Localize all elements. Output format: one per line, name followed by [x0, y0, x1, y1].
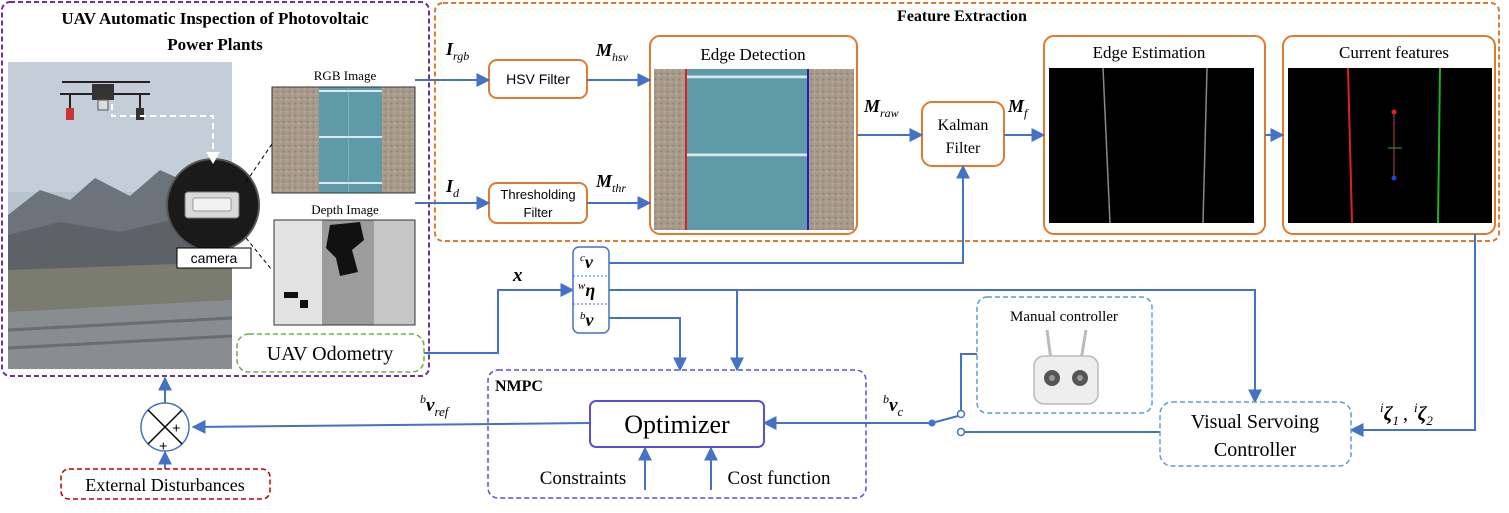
svg-text:Irgb: Irgb — [445, 39, 469, 63]
summer-plus-right: + — [172, 421, 181, 437]
edge-estimation-image — [1049, 67, 1254, 224]
svg-text:Mf: Mf — [1007, 96, 1029, 120]
feature-extraction-panel: Feature Extraction HSV Filter Thresholdi… — [434, 2, 1500, 242]
thresholding-label-line2: Filter — [524, 205, 554, 220]
zeta2-symbol: ζ — [1418, 403, 1428, 425]
m-raw-symbol: M — [863, 96, 881, 116]
c-sup: c — [580, 252, 585, 264]
depth-image-label: Depth Image — [311, 202, 379, 217]
edge-estimation-title: Edge Estimation — [1093, 43, 1206, 62]
arrows — [158, 73, 1476, 490]
c-nu: ν — [585, 252, 594, 272]
svg-text:wη: wη — [578, 280, 595, 300]
visual-servoing-box — [1159, 401, 1352, 467]
rgb-image-label: RGB Image — [314, 68, 377, 83]
i-rgb-sub: rgb — [453, 49, 469, 63]
i-d-symbol: I — [445, 176, 454, 196]
disturbances-box — [60, 468, 271, 500]
visual-servoing-line2: Controller — [1214, 439, 1297, 461]
m-f-sub: f — [1024, 106, 1029, 120]
cost-function-label: Cost function — [728, 468, 831, 489]
camera-closeup — [166, 158, 260, 252]
m-thr-sub: thr — [612, 181, 626, 195]
m-hsv-symbol: M — [595, 40, 613, 60]
manual-controller-panel: Manual controller — [976, 296, 1153, 414]
svg-text:Mthr: Mthr — [595, 171, 626, 195]
camera-label-box — [176, 247, 252, 269]
camera-label: camera — [191, 250, 238, 266]
nmpc-title: NMPC — [495, 378, 543, 395]
uav-panel: UAV Automatic Inspection of Photovoltaic… — [1, 1, 430, 377]
svg-text:bνc: bνc — [883, 392, 903, 419]
svg-text:Id: Id — [445, 176, 460, 200]
visual-servoing-line1: Visual Servoing — [1191, 411, 1319, 433]
zeta1-sup: i — [1380, 400, 1384, 415]
thresholding-label-line1: Thresholding — [500, 187, 575, 202]
summer-plus-bottom: + — [159, 439, 168, 455]
i-d-sub: d — [453, 186, 460, 200]
zeta1-symbol: ζ — [1384, 403, 1394, 425]
uav-panel-title-line2: Power Plants — [167, 35, 263, 54]
svg-text:cν: cν — [580, 252, 594, 272]
drone-icon — [60, 81, 150, 120]
feature-extraction-title: Feature Extraction — [897, 8, 1027, 25]
nmpc-panel: NMPC Optimizer Constraints Cost function — [487, 369, 867, 499]
nu-ref-symbol: ν — [426, 395, 435, 416]
w-eta: η — [585, 280, 595, 300]
svg-text:bν: bν — [580, 310, 595, 330]
kalman-label-line2: Filter — [946, 140, 981, 157]
optimizer-label: Optimizer — [624, 410, 730, 439]
nu-ref-sup: b — [420, 392, 426, 406]
svg-text:bνref: bνref — [420, 392, 451, 419]
current-features-image — [1288, 67, 1492, 224]
depth-image — [273, 219, 416, 326]
disturbances-label: External Disturbances — [85, 475, 244, 495]
nu-c-symbol: ν — [889, 395, 898, 416]
optimizer-box — [589, 400, 765, 448]
zeta2-sub: 2 — [1426, 413, 1433, 428]
manual-controller-label: Manual controller — [1010, 309, 1118, 325]
i-rgb-symbol: I — [445, 39, 454, 59]
remote-controller-icon — [1033, 329, 1099, 405]
b-nu: ν — [586, 310, 595, 330]
hsv-filter-label: HSV Filter — [506, 71, 570, 87]
m-f-symbol: M — [1007, 96, 1025, 116]
rgb-image — [271, 86, 416, 194]
current-features-title: Current features — [1339, 43, 1449, 62]
m-raw-sub: raw — [880, 106, 899, 120]
drone-photo: camera — [7, 62, 260, 369]
odometry-box — [236, 333, 425, 373]
edge-detection-title: Edge Detection — [700, 45, 806, 64]
kalman-label-line1: Kalman — [938, 117, 989, 134]
b-sup: b — [580, 310, 586, 322]
state-vector: cν wη bν — [572, 246, 610, 334]
nu-c-sub: c — [897, 404, 903, 419]
summing-junction: + + — [140, 402, 190, 455]
svg-text:Mhsv: Mhsv — [595, 40, 629, 64]
uav-panel-title-line1: UAV Automatic Inspection of Photovoltaic — [61, 9, 369, 28]
x-symbol: x — [512, 265, 523, 286]
w-sup: w — [578, 280, 586, 292]
svg-text:iζ1,iζ2: iζ1, iζ2 — [1380, 400, 1433, 428]
zeta-separator: , — [1403, 403, 1408, 425]
zeta1-sub: 1 — [1392, 413, 1399, 428]
constraints-label: Constraints — [540, 468, 627, 489]
m-thr-symbol: M — [595, 171, 613, 191]
controller-switch — [928, 409, 966, 437]
nu-c-sup: b — [883, 392, 889, 406]
edge-detection-image — [654, 69, 854, 230]
odometry-label: UAV Odometry — [267, 343, 393, 365]
m-hsv-sub: hsv — [612, 50, 629, 64]
nu-ref-sub: ref — [434, 404, 450, 419]
zeta2-sup: i — [1414, 400, 1418, 415]
svg-text:Mraw: Mraw — [863, 96, 899, 120]
